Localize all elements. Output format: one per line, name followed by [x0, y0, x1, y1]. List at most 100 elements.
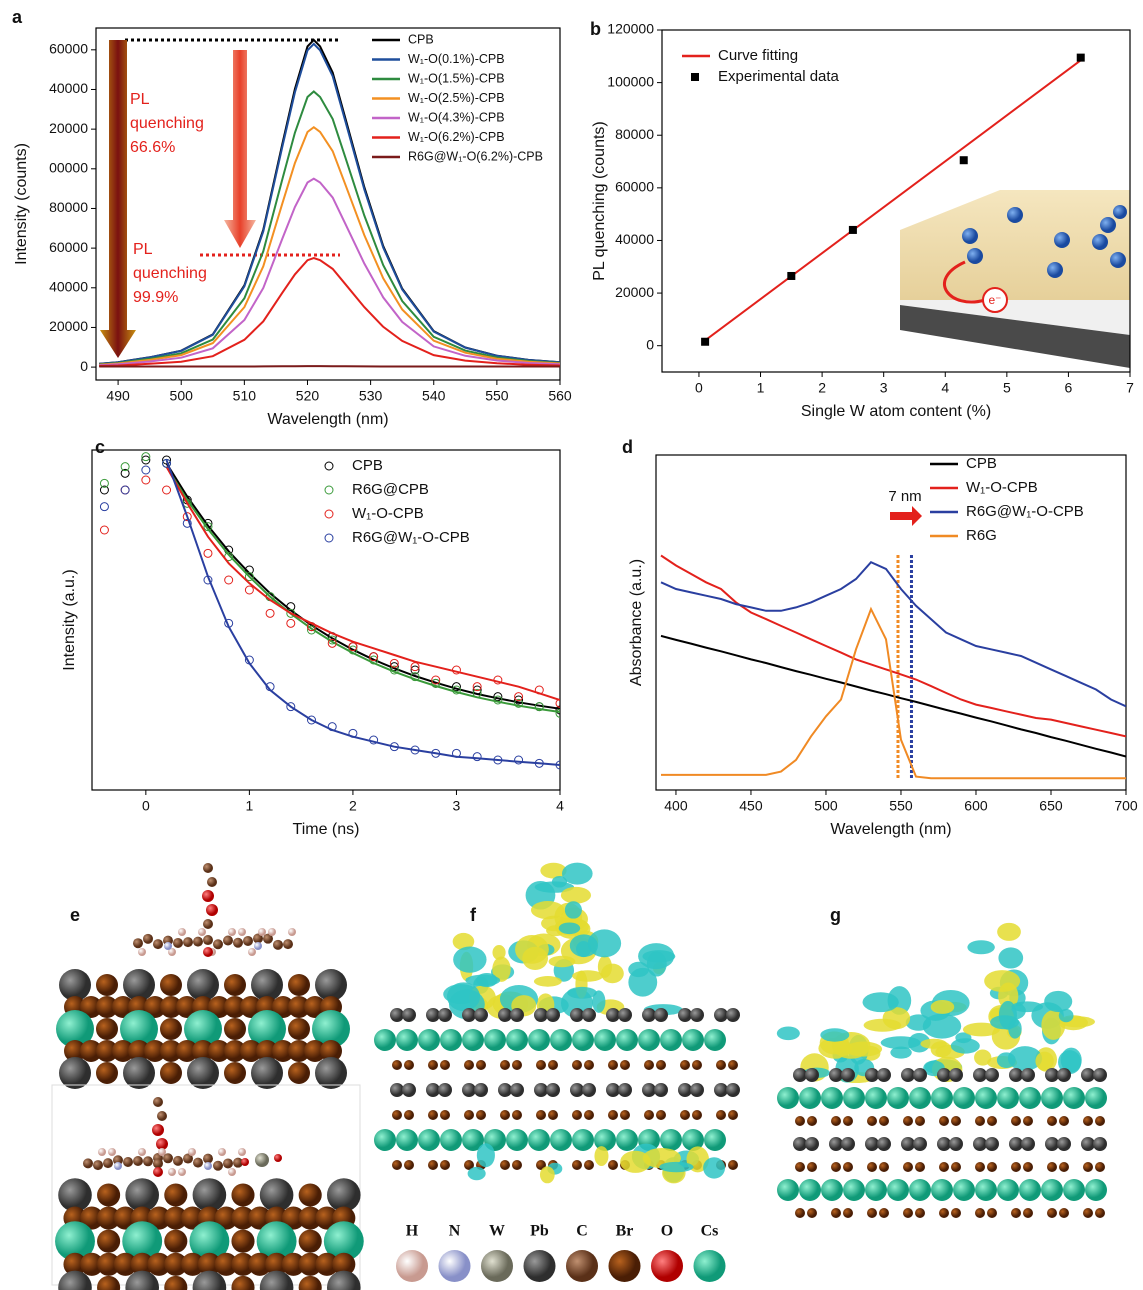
- atom: [173, 938, 183, 948]
- atom: [224, 974, 246, 996]
- isosurface: [863, 992, 899, 1012]
- x-tick-label: 520: [296, 388, 320, 404]
- atom: [566, 1250, 598, 1282]
- atom: [133, 938, 143, 948]
- atom: [951, 1162, 961, 1172]
- x-tick-label: 3: [453, 798, 461, 814]
- atom: [608, 1060, 618, 1070]
- point: [787, 272, 795, 280]
- point: [142, 476, 150, 484]
- element-label: Cs: [701, 1223, 719, 1240]
- atom: [903, 1208, 913, 1218]
- atom: [474, 1008, 488, 1022]
- series-line: [99, 40, 560, 364]
- atom: [548, 1110, 558, 1120]
- atom: [654, 1083, 668, 1097]
- atom: [97, 1276, 120, 1290]
- isosurface: [598, 956, 612, 978]
- atom: [164, 1230, 187, 1253]
- atom: [164, 1276, 187, 1290]
- x-tick-label: 400: [664, 798, 688, 814]
- x-tick-label: 0: [142, 798, 150, 814]
- atom: [903, 1162, 913, 1172]
- atom: [164, 1183, 187, 1206]
- atom: [829, 1137, 843, 1151]
- atom: [638, 1029, 660, 1051]
- inset-atom: [962, 228, 978, 244]
- isosurface: [561, 887, 591, 904]
- atom: [138, 1148, 146, 1156]
- y-tick-label: 120000: [607, 21, 654, 37]
- panel-label: e: [70, 905, 80, 925]
- atom: [223, 1158, 233, 1168]
- point: [960, 156, 968, 164]
- inset-atom: [1007, 207, 1023, 223]
- atom: [288, 974, 310, 996]
- panel-label: a: [12, 7, 23, 27]
- atom: [793, 1068, 807, 1082]
- plot-area: [661, 555, 1126, 780]
- panel-label: b: [590, 19, 601, 39]
- atom: [392, 1110, 402, 1120]
- legend-label: R6G@CPB: [352, 481, 429, 498]
- atom: [726, 1008, 740, 1022]
- y-tick-label: 40000: [615, 231, 654, 247]
- atom: [656, 1060, 666, 1070]
- atom: [1045, 1068, 1059, 1082]
- atom: [440, 1160, 450, 1170]
- isosurface: [559, 922, 580, 934]
- atom: [879, 1162, 889, 1172]
- legend-marker: [325, 534, 333, 542]
- atom: [510, 1083, 524, 1097]
- atom: [793, 1137, 807, 1151]
- atom: [96, 974, 118, 996]
- atom: [692, 1060, 702, 1070]
- x-tick-label: 530: [359, 388, 383, 404]
- x-tick-label: 3: [880, 380, 888, 396]
- isosurface: [881, 1036, 921, 1049]
- fit-line: [167, 463, 561, 708]
- atom: [997, 1179, 1019, 1201]
- atom: [1057, 1137, 1071, 1151]
- atom: [620, 1060, 630, 1070]
- atom: [440, 1129, 462, 1151]
- atom: [315, 1057, 347, 1089]
- isosurface: [1059, 1009, 1074, 1022]
- x-tick-label: 490: [106, 388, 130, 404]
- atom: [254, 942, 262, 950]
- atom: [642, 1083, 656, 1097]
- atom: [1009, 1068, 1023, 1082]
- legend-label: W₁-O(4.3%)-CPB: [408, 110, 505, 124]
- atom: [997, 1087, 1019, 1109]
- atom: [204, 1162, 212, 1170]
- point: [121, 486, 129, 494]
- y-tick-label: 80000: [49, 199, 88, 215]
- x-tick-label: 1: [757, 380, 765, 396]
- atom: [867, 1116, 877, 1126]
- atom: [231, 1276, 254, 1290]
- atom: [831, 1208, 841, 1218]
- y-tick-label: 80000: [615, 126, 654, 142]
- atom: [396, 1250, 428, 1282]
- atom: [299, 1230, 322, 1253]
- atom: [985, 1068, 999, 1082]
- atom: [390, 1083, 404, 1097]
- atom: [288, 1018, 310, 1040]
- isosurface: [967, 940, 994, 954]
- atom: [807, 1116, 817, 1126]
- atom: [228, 928, 236, 936]
- atom: [273, 940, 283, 950]
- atom: [1085, 1087, 1107, 1109]
- atom: [953, 1087, 975, 1109]
- atom: [418, 1129, 440, 1151]
- atom: [795, 1208, 805, 1218]
- element-label: C: [576, 1223, 588, 1240]
- atom: [193, 1158, 203, 1168]
- point: [142, 466, 150, 474]
- atom: [831, 1116, 841, 1126]
- isosurface: [820, 1028, 849, 1041]
- point: [245, 586, 253, 594]
- atom: [1095, 1162, 1105, 1172]
- atom: [546, 1083, 560, 1097]
- atom: [931, 1087, 953, 1109]
